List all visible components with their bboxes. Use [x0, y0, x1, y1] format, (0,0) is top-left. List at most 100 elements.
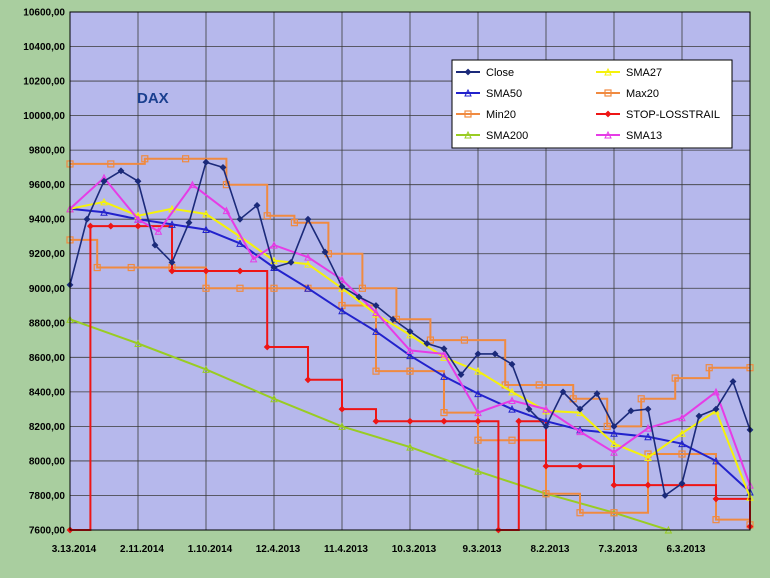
data-point — [712, 405, 720, 413]
data-point — [474, 436, 482, 444]
data-point — [423, 340, 431, 347]
data-point — [236, 267, 244, 275]
data-point — [372, 308, 380, 316]
data-point — [134, 215, 142, 223]
data-point — [508, 387, 516, 396]
data-point — [236, 239, 244, 247]
y-tick-label: 8000,00 — [29, 456, 66, 467]
data-point — [644, 405, 652, 413]
y-tick-label: 7800,00 — [29, 491, 66, 502]
data-point — [637, 395, 645, 403]
x-tick-label: 1.10.2014 — [188, 544, 233, 555]
legend-box — [451, 59, 733, 149]
x-tick-label: 9.3.2013 — [463, 544, 502, 555]
data-point — [202, 209, 210, 218]
data-point — [389, 315, 397, 323]
x-tick-label: 6.3.2013 — [667, 544, 706, 555]
data-point — [321, 248, 329, 256]
data-point — [604, 89, 612, 97]
y-tick-label: 8400,00 — [29, 387, 66, 398]
data-point — [100, 197, 108, 206]
data-point — [678, 439, 686, 448]
data-point — [134, 177, 142, 185]
data-point — [304, 253, 312, 261]
data-point — [576, 509, 584, 517]
data-point — [508, 405, 516, 413]
legend-label: Max20 — [626, 88, 659, 100]
data-point — [406, 328, 414, 335]
y-tick-label: 10600,00 — [23, 8, 65, 19]
data-point — [168, 258, 176, 266]
data-point — [464, 68, 472, 76]
data-point — [610, 509, 618, 517]
series-line — [70, 157, 750, 428]
data-point — [440, 345, 448, 353]
data-point — [287, 258, 295, 266]
data-point — [604, 110, 612, 118]
data-point — [440, 349, 448, 358]
data-point — [338, 275, 346, 284]
data-point — [712, 516, 720, 524]
data-point — [576, 427, 584, 436]
data-point — [202, 158, 210, 166]
data-point — [661, 492, 669, 499]
data-point — [202, 284, 210, 292]
legend-label: Min20 — [486, 109, 516, 121]
series-stop-losstrail — [66, 222, 754, 534]
x-tick-label: 3.13.2014 — [52, 544, 97, 555]
series-line — [69, 200, 751, 498]
data-point — [474, 350, 482, 358]
series-close — [66, 158, 754, 499]
y-tick-label: 10200,00 — [23, 77, 65, 88]
data-point — [712, 387, 720, 396]
data-point — [188, 180, 197, 189]
x-tick-label: 8.2.2013 — [531, 544, 570, 555]
legend-label: Close — [486, 67, 514, 79]
data-point — [593, 390, 601, 398]
legend-entry: SMA200 — [456, 130, 528, 142]
chart-title: DAX — [137, 90, 169, 107]
data-point — [508, 396, 516, 404]
data-point — [151, 241, 159, 249]
data-point — [406, 443, 414, 451]
data-point — [610, 422, 618, 430]
series-max20 — [66, 155, 754, 430]
data-point — [263, 212, 271, 220]
legend-label: SMA13 — [626, 130, 662, 142]
data-point — [542, 422, 550, 430]
plot-border — [69, 11, 751, 531]
y-tick-label: 10400,00 — [23, 42, 65, 53]
legend-label: STOP-LOSSTRAIL — [626, 109, 720, 121]
x-tick-label: 12.4.2013 — [256, 544, 301, 555]
series-sma13 — [66, 173, 754, 489]
data-point — [712, 495, 720, 503]
data-point — [406, 367, 414, 375]
legend-label: SMA27 — [626, 67, 662, 79]
y-tick-label: 8600,00 — [29, 353, 66, 364]
data-point — [270, 284, 278, 292]
data-point — [474, 467, 482, 475]
data-point — [117, 167, 125, 175]
data-point — [508, 436, 516, 444]
data-point — [338, 306, 346, 315]
data-point — [705, 364, 713, 372]
y-tick-label: 7600,00 — [29, 526, 66, 537]
legend-entry: Close — [456, 67, 514, 79]
data-point — [182, 155, 190, 163]
data-point — [464, 130, 472, 139]
data-point — [100, 208, 108, 216]
data-point — [372, 367, 380, 375]
data-point — [141, 155, 149, 163]
data-point — [270, 394, 278, 403]
data-point — [304, 215, 312, 223]
data-point — [134, 222, 142, 230]
data-point — [712, 456, 720, 465]
data-point — [604, 67, 612, 76]
data-point — [576, 408, 584, 417]
data-point — [222, 206, 231, 215]
data-point — [440, 372, 448, 380]
data-point — [219, 163, 227, 171]
data-point — [604, 130, 612, 139]
data-point — [474, 367, 482, 375]
legend-entry: SMA27 — [596, 67, 662, 79]
